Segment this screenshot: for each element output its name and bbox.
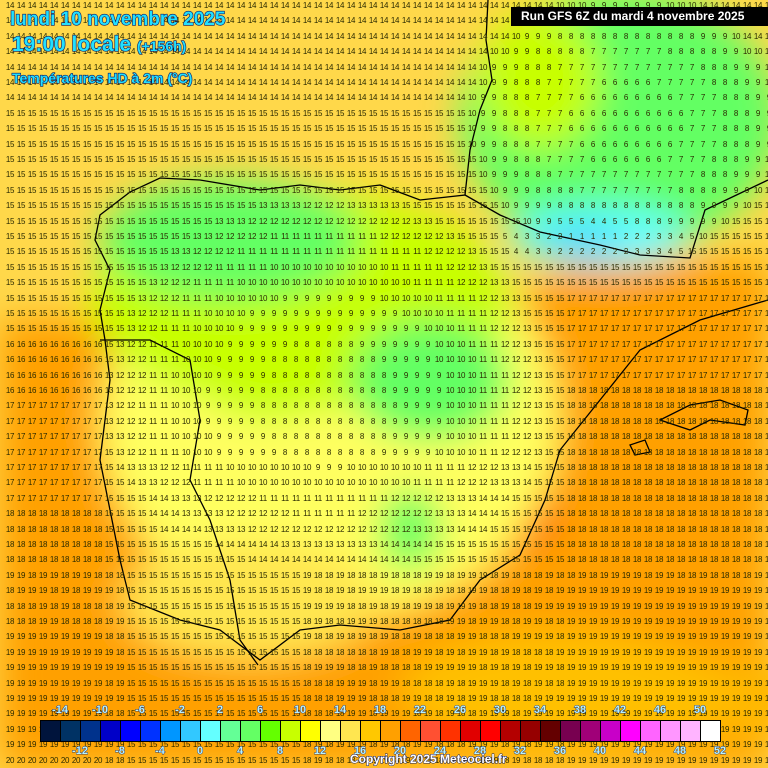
legend-swatch	[361, 721, 381, 741]
variable-title: Températures HD à 2m (°C)	[12, 70, 192, 86]
color-scale-legend	[40, 720, 721, 742]
legend-tick-bottom: 12	[314, 745, 326, 757]
legend-swatch	[621, 721, 641, 741]
legend-swatch	[401, 721, 421, 741]
legend-tick-top: 2	[217, 704, 223, 716]
legend-tick-bottom: 52	[714, 745, 726, 757]
legend-swatch	[521, 721, 541, 741]
legend-swatch	[241, 721, 261, 741]
legend-swatch	[581, 721, 601, 741]
legend-tick-top: 6	[257, 704, 263, 716]
legend-tick-bottom: 32	[514, 745, 526, 757]
forecast-lead-time: (+156h)	[137, 38, 186, 54]
legend-tick-top: 30	[494, 704, 506, 716]
legend-tick-bottom: -12	[72, 745, 88, 757]
legend-swatch	[661, 721, 681, 741]
legend-swatch	[421, 721, 441, 741]
legend-tick-top: -2	[175, 704, 185, 716]
legend-tick-bottom: 48	[674, 745, 686, 757]
forecast-date: lundi 10 novembre 2025	[10, 9, 225, 31]
legend-swatch	[501, 721, 521, 741]
legend-swatch	[321, 721, 341, 741]
legend-swatch	[461, 721, 481, 741]
legend-tick-bottom: 0	[197, 745, 203, 757]
legend-tick-top: 22	[414, 704, 426, 716]
legend-swatch	[141, 721, 161, 741]
legend-tick-top: 18	[374, 704, 386, 716]
legend-swatch	[201, 721, 221, 741]
legend-tick-bottom: 40	[594, 745, 606, 757]
legend-tick-top: 14	[334, 704, 346, 716]
legend-tick-bottom: 44	[634, 745, 646, 757]
legend-swatch	[281, 721, 301, 741]
legend-tick-top: -10	[92, 704, 108, 716]
legend-tick-bottom: 36	[554, 745, 566, 757]
legend-tick-top: 38	[574, 704, 586, 716]
forecast-time: 19:00 locale (+156h)	[12, 33, 186, 57]
legend-swatch	[41, 721, 61, 741]
legend-tick-bottom: -4	[155, 745, 165, 757]
legend-swatch	[681, 721, 701, 741]
legend-tick-bottom: 4	[237, 745, 243, 757]
legend-swatch	[101, 721, 121, 741]
legend-tick-bottom: -8	[115, 745, 125, 757]
legend-tick-top: 10	[294, 704, 306, 716]
legend-swatch	[381, 721, 401, 741]
legend-tick-bottom: 8	[277, 745, 283, 757]
legend-swatch	[261, 721, 281, 741]
legend-tick-top: 50	[694, 704, 706, 716]
legend-swatch	[181, 721, 201, 741]
legend-swatch	[161, 721, 181, 741]
legend-swatch	[81, 721, 101, 741]
legend-swatch	[561, 721, 581, 741]
legend-swatch	[641, 721, 661, 741]
legend-swatch	[301, 721, 321, 741]
legend-swatch	[221, 721, 241, 741]
legend-swatch	[61, 721, 81, 741]
legend-swatch	[441, 721, 461, 741]
legend-tick-top: -14	[52, 704, 68, 716]
legend-swatch	[341, 721, 361, 741]
model-run-label: Run GFS 6Z du mardi 4 novembre 2025	[511, 7, 768, 26]
legend-swatch	[701, 721, 720, 741]
legend-tick-top: -6	[135, 704, 145, 716]
legend-tick-top: 26	[454, 704, 466, 716]
legend-tick-top: 42	[614, 704, 626, 716]
copyright: Copyright 2025 Meteociel.fr	[350, 752, 507, 766]
legend-swatch	[121, 721, 141, 741]
legend-swatch	[541, 721, 561, 741]
legend-tick-top: 46	[654, 704, 666, 716]
legend-tick-top: 34	[534, 704, 546, 716]
legend-swatch	[481, 721, 501, 741]
forecast-time-label: 19:00 locale	[12, 33, 131, 56]
temperature-map	[0, 0, 768, 768]
legend-swatch	[601, 721, 621, 741]
